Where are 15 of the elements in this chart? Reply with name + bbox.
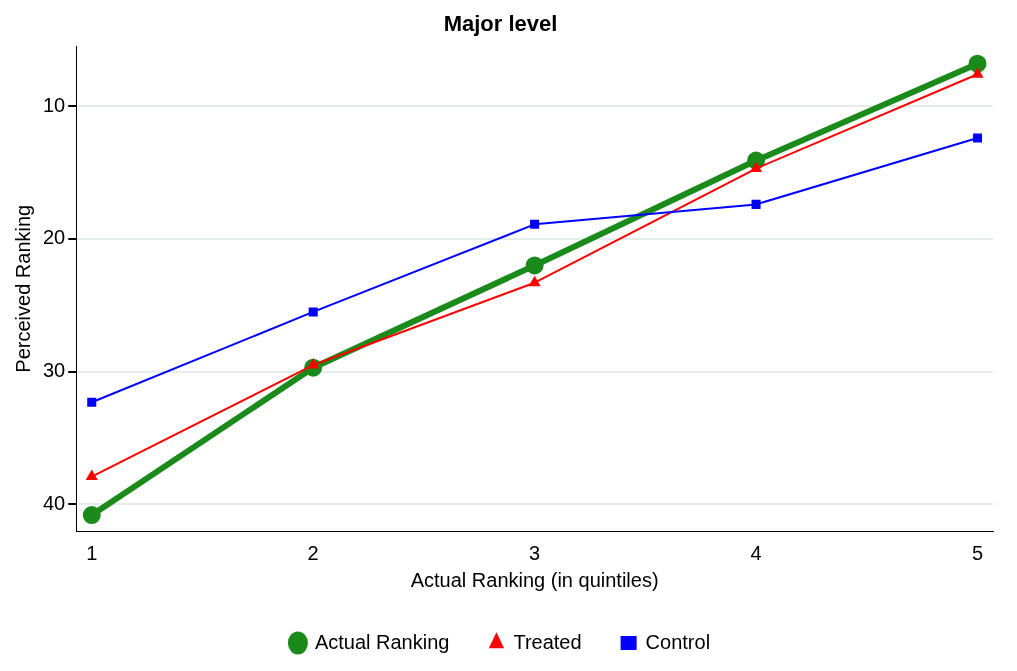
x-tick-label: 3 [529, 541, 541, 564]
y-tick-label: 40 [43, 491, 66, 514]
x-axis-title: Actual Ranking (in quintiles) [410, 568, 659, 591]
y-tick-label: 10 [43, 93, 66, 116]
legend-label: Control [645, 630, 711, 653]
chart-title: Major level [443, 11, 558, 37]
y-tick-label: 20 [43, 226, 66, 249]
legend-label: Actual Ranking [314, 630, 450, 653]
x-tick-label: 1 [86, 541, 98, 564]
x-tick-label: 4 [750, 541, 762, 564]
y-tick-label: 30 [43, 359, 66, 382]
legend-label: Treated [513, 630, 582, 653]
x-tick-label: 5 [971, 541, 984, 564]
y-axis-title: Perceived Ranking [11, 204, 34, 373]
x-tick-label: 2 [307, 541, 319, 564]
